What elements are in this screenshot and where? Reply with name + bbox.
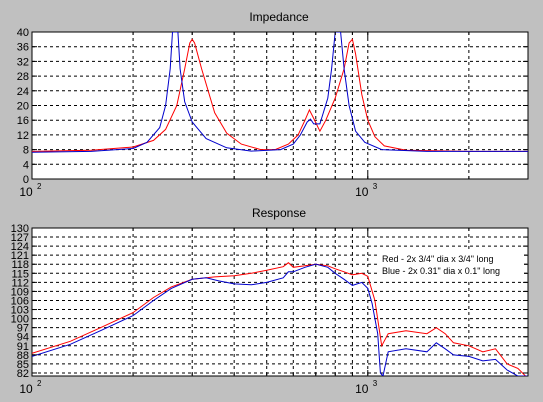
impedance-chart: Impedance 0 4 8 12 16 20 24 28 32 36 40 10 2 10 3 bbox=[17, 10, 529, 199]
y-axis-ticks: 0 4 8 12 16 20 24 28 32 36 40 bbox=[17, 27, 528, 186]
y-tick-label: 8 bbox=[23, 145, 29, 157]
y-tick-label: 112 bbox=[11, 277, 29, 289]
y-tick-label: 103 bbox=[11, 305, 29, 317]
x-tick-label: 10 bbox=[355, 382, 369, 396]
x-tick-exponent: 3 bbox=[373, 182, 378, 191]
y-tick-label: 88 bbox=[17, 350, 29, 362]
y-tick-label: 40 bbox=[17, 27, 29, 39]
y-tick-label: 12 bbox=[17, 130, 29, 142]
grid bbox=[32, 228, 528, 376]
x-axis-ticks: 10 2 10 3 bbox=[19, 228, 529, 396]
series-layer bbox=[32, 32, 528, 153]
y-tick-label: 115 bbox=[11, 268, 29, 280]
legend-annotation-blue: Blue - 2x 0.31" dia x 0.1" long bbox=[382, 266, 500, 276]
y-tick-label: 106 bbox=[11, 295, 29, 307]
y-tick-label: 28 bbox=[17, 71, 29, 83]
y-tick-label: 36 bbox=[17, 42, 29, 54]
series-line-blue bbox=[32, 263, 528, 376]
series-line-blue bbox=[32, 32, 528, 153]
y-tick-label: 97 bbox=[17, 323, 29, 335]
x-tick-label: 10 bbox=[355, 185, 369, 199]
y-tick-label: 16 bbox=[17, 115, 29, 127]
y-tick-label: 91 bbox=[17, 341, 29, 353]
y-tick-label: 100 bbox=[11, 314, 29, 326]
legend-annotation-red: Red - 2x 3/4" dia x 3/4" long bbox=[382, 254, 493, 264]
y-axis-ticks: 8285889194971001031061091121151181211241… bbox=[11, 223, 528, 380]
y-tick-label: 94 bbox=[17, 332, 29, 344]
x-axis-ticks: 10 2 10 3 bbox=[19, 32, 529, 199]
y-tick-label: 4 bbox=[23, 159, 29, 171]
y-tick-label: 20 bbox=[17, 101, 29, 113]
series-layer bbox=[32, 262, 528, 376]
y-tick-label: 124 bbox=[11, 241, 29, 253]
x-tick-exponent: 3 bbox=[373, 379, 378, 388]
y-tick-label: 121 bbox=[11, 250, 29, 262]
y-tick-label: 0 bbox=[23, 174, 29, 186]
y-tick-label: 109 bbox=[11, 286, 29, 298]
y-tick-label: 32 bbox=[17, 56, 29, 68]
legend-box bbox=[377, 250, 524, 280]
chart-title: Impedance bbox=[249, 10, 309, 24]
x-tick-label: 10 bbox=[19, 382, 33, 396]
y-tick-label: 118 bbox=[11, 259, 29, 271]
x-tick-exponent: 2 bbox=[37, 379, 42, 388]
y-tick-label: 85 bbox=[17, 359, 29, 371]
response-chart: Response 8285889194971001031061091121151… bbox=[11, 206, 529, 396]
y-tick-label: 130 bbox=[11, 223, 29, 235]
chart-title: Response bbox=[252, 206, 306, 220]
x-tick-label: 10 bbox=[19, 185, 33, 199]
y-tick-label: 82 bbox=[17, 368, 29, 380]
y-tick-label: 24 bbox=[17, 86, 29, 98]
y-tick-label: 127 bbox=[11, 232, 29, 244]
x-tick-exponent: 2 bbox=[37, 182, 42, 191]
